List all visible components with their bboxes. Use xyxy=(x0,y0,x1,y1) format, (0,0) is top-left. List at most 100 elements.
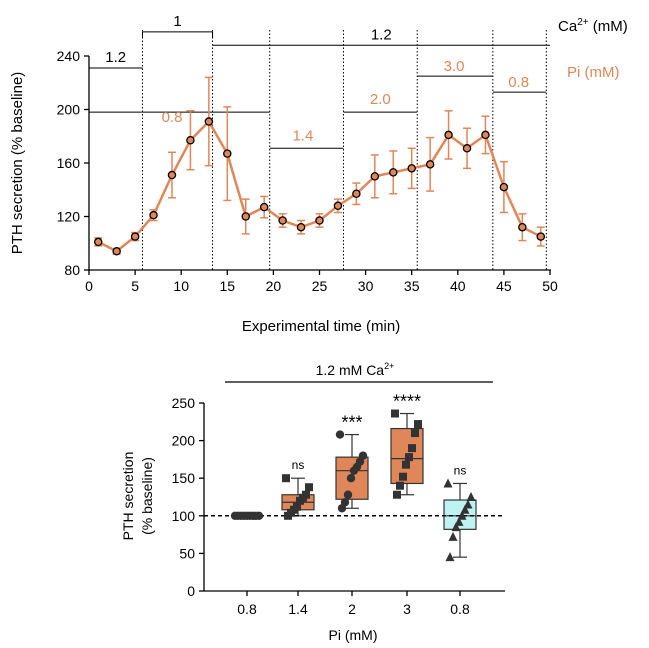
pth-data-point xyxy=(481,130,490,140)
top-y-tick-label: 160 xyxy=(57,155,81,171)
bottom-x-axis-title: Pi (mM) xyxy=(329,627,378,643)
bottom-y-tick-label: 0 xyxy=(187,583,195,599)
data-point xyxy=(445,552,455,562)
data-point xyxy=(414,420,422,429)
pth-data-point xyxy=(204,117,214,126)
ca-phase-label: 1.2 xyxy=(371,26,392,43)
top-x-tick-label: 20 xyxy=(266,278,282,294)
pth-data-point xyxy=(333,201,343,211)
pth-data-point xyxy=(93,237,103,247)
significance-label: ns xyxy=(292,458,305,472)
data-point xyxy=(282,474,290,483)
top-y-tick-label: 120 xyxy=(57,209,81,225)
top-x-tick-label: 0 xyxy=(85,278,93,294)
data-point xyxy=(305,483,313,492)
data-point xyxy=(443,478,453,488)
data-point xyxy=(254,511,264,520)
pth-data-point xyxy=(389,168,398,177)
top-x-tick-label: 5 xyxy=(131,278,139,294)
top-x-tick-label: 25 xyxy=(312,278,328,294)
bottom-x-tick-label: 0.8 xyxy=(237,601,257,617)
pth-data-point xyxy=(370,172,380,181)
bottom-y-tick-label: 100 xyxy=(172,508,196,524)
pth-data-point xyxy=(425,160,435,169)
pth-data-point xyxy=(296,222,306,232)
data-point xyxy=(393,490,401,499)
pth-data-point xyxy=(186,136,195,145)
data-point xyxy=(358,451,368,460)
bottom-x-tick-label: 1.4 xyxy=(288,601,308,617)
data-point xyxy=(463,499,473,509)
pth-data-point xyxy=(315,216,324,225)
bottom-y-axis-title-line1: PTH secretion xyxy=(120,452,136,541)
top-y-axis-title: PTH secretion (% baseline) xyxy=(9,72,26,255)
pi-phase-label: 2.0 xyxy=(370,91,391,108)
data-point xyxy=(454,516,464,526)
bottom-x-tick-label: 0.8 xyxy=(450,601,470,617)
top-x-tick-label: 35 xyxy=(404,278,420,294)
bottom-y-tick-label: 50 xyxy=(179,545,195,561)
data-point xyxy=(346,474,356,483)
ca-phase-label: 1 xyxy=(173,13,181,30)
ca-legend-label: Ca2+ (mM) xyxy=(558,17,628,35)
top-x-tick-label: 15 xyxy=(220,278,236,294)
top-x-tick-label: 30 xyxy=(358,278,374,294)
data-point xyxy=(340,498,350,507)
data-point xyxy=(466,492,476,501)
significance-label: *** xyxy=(341,413,362,433)
pth-data-point xyxy=(407,164,416,173)
top-y-tick-label: 200 xyxy=(57,102,81,118)
bottom-x-tick-label: 3 xyxy=(403,601,411,617)
bottom-y-tick-label: 200 xyxy=(172,433,196,449)
data-point xyxy=(335,430,345,439)
data-point xyxy=(457,510,467,520)
pth-data-point xyxy=(499,182,509,192)
pi-phase-label: 3.0 xyxy=(444,58,465,75)
data-point xyxy=(411,429,419,438)
top-x-tick-label: 40 xyxy=(450,278,466,294)
data-point xyxy=(343,490,353,499)
pi-phase-label: 1.4 xyxy=(292,127,313,144)
pth-series-line xyxy=(97,119,542,253)
data-point xyxy=(451,522,461,532)
top-y-tick-label: 240 xyxy=(57,48,81,64)
top-x-tick-label: 45 xyxy=(496,278,512,294)
top-y-tick-label: 80 xyxy=(64,262,80,278)
pth-data-point xyxy=(223,149,232,158)
data-point xyxy=(391,409,399,418)
top-x-tick-label: 50 xyxy=(542,278,558,294)
pth-data-point xyxy=(518,222,527,232)
data-point xyxy=(302,490,310,499)
data-point xyxy=(402,460,410,469)
pth-data-point xyxy=(462,144,472,153)
bottom-y-tick-label: 150 xyxy=(172,470,196,486)
pi-phase-label: 0.8 xyxy=(162,109,183,126)
data-point xyxy=(396,481,404,490)
pth-data-point xyxy=(278,216,287,225)
ca-phase-label: 1.2 xyxy=(105,49,126,66)
bottom-x-tick-label: 2 xyxy=(348,601,356,617)
data-point xyxy=(293,502,301,511)
pth-data-point xyxy=(352,189,361,199)
pth-data-point xyxy=(241,212,250,221)
pth-data-point xyxy=(149,210,158,220)
pth-data-point xyxy=(444,130,453,140)
data-point xyxy=(460,504,470,514)
significance-label: **** xyxy=(393,392,421,412)
data-point xyxy=(399,472,407,481)
pi-legend-label: Pi (mM) xyxy=(567,64,620,81)
pth-data-point xyxy=(259,202,269,212)
pth-data-point xyxy=(536,232,546,241)
significance-label: ns xyxy=(454,463,467,477)
bottom-y-tick-label: 250 xyxy=(172,395,196,411)
data-point xyxy=(448,531,458,541)
bottom-y-axis-title-line2: (% baseline) xyxy=(139,457,155,535)
pth-data-point xyxy=(167,170,177,180)
pth-data-point xyxy=(130,232,140,241)
pth-data-point xyxy=(112,247,121,256)
bottom-panel-title: 1.2 mM Ca2+ xyxy=(316,361,395,378)
top-x-axis-title: Experimental time (min) xyxy=(242,318,400,335)
data-point xyxy=(405,453,413,462)
data-point xyxy=(408,444,416,453)
